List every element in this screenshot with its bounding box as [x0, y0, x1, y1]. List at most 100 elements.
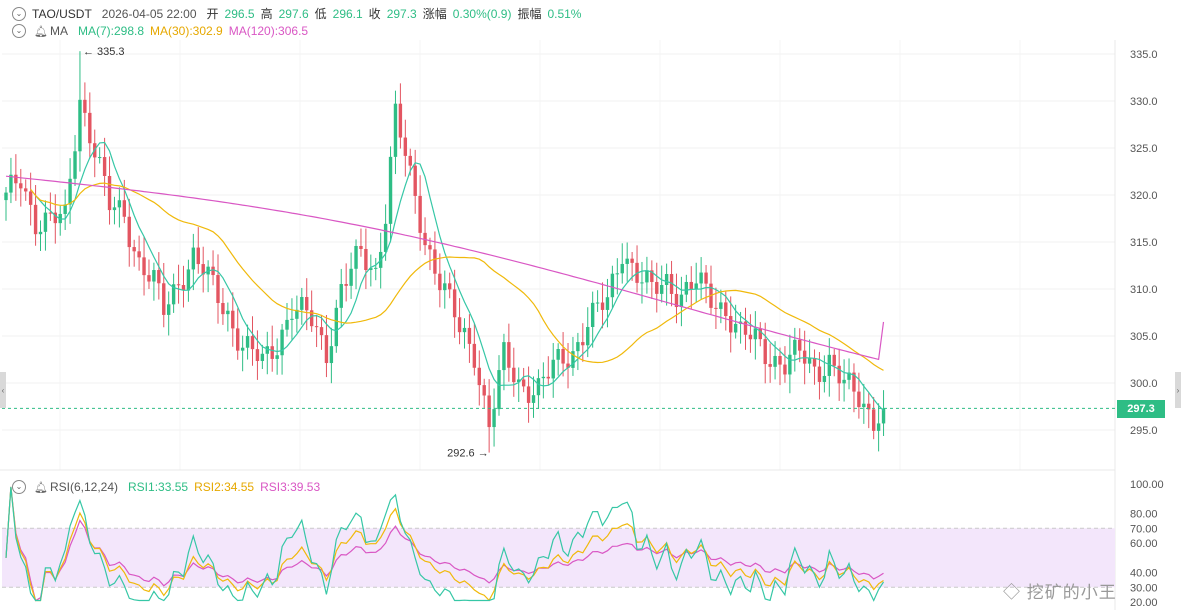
candle-body: [536, 378, 541, 396]
candle-body: [117, 200, 122, 208]
candle-body: [743, 321, 748, 335]
candle-body: [561, 349, 565, 364]
candle-body: [28, 191, 33, 205]
candle-body: [551, 359, 555, 379]
candle-body: [14, 174, 18, 184]
candle-body: [862, 403, 866, 408]
candle-body: [265, 346, 269, 354]
candlestick-series: [4, 51, 886, 453]
candle-body: [132, 247, 136, 252]
candle-body: [305, 297, 309, 311]
candle-body: [186, 269, 191, 291]
candle-body: [443, 283, 447, 291]
candle-body: [753, 328, 758, 340]
candle-body: [492, 409, 496, 428]
candle-body: [43, 212, 48, 232]
bell-icon[interactable]: 🔔︎: [34, 481, 48, 494]
candle-body: [275, 355, 279, 359]
candle-body: [714, 307, 718, 309]
price-tick-label: 295.0: [1130, 425, 1158, 437]
candle-body: [171, 284, 176, 305]
bell-icon[interactable]: 🔔︎: [34, 25, 48, 38]
candle-body: [576, 342, 580, 352]
close-value: 297.3: [386, 6, 417, 21]
candle-body: [359, 245, 363, 249]
candle-body: [280, 329, 284, 356]
candle-body: [763, 339, 767, 365]
candle-body: [650, 270, 654, 282]
scroll-right-handle[interactable]: ›: [1175, 372, 1181, 408]
candle-body: [832, 354, 836, 366]
candle-body: [339, 284, 343, 308]
rsi1-line: [5, 486, 885, 602]
extreme-markers: ← 335.3 292.6 →: [83, 46, 489, 459]
price-tick-label: 315.0: [1130, 237, 1158, 249]
candle-body: [571, 351, 575, 368]
candle-body: [729, 316, 733, 333]
candle-body: [290, 318, 294, 320]
candle-body: [152, 270, 156, 282]
candle-body: [457, 317, 462, 333]
candle-body: [630, 258, 634, 263]
candle-body: [482, 385, 486, 396]
candle-body: [324, 335, 329, 364]
candle-body: [344, 284, 348, 286]
candle-body: [260, 353, 265, 361]
candle-body: [758, 328, 762, 340]
candle-body: [497, 370, 501, 410]
symbol-label: TAO/USDT: [32, 6, 92, 21]
candle-body: [689, 281, 693, 290]
candle-body: [231, 310, 235, 329]
candle-body: [300, 297, 304, 310]
watermark-text: 挖矿的小王: [1026, 583, 1117, 602]
ma30-line: [30, 182, 884, 371]
candle-body: [38, 231, 43, 235]
candle-body: [19, 183, 23, 189]
rsi-tick-label: 30.00: [1130, 582, 1158, 594]
candle-body: [166, 304, 171, 315]
candle-body: [452, 289, 457, 318]
candle-body: [137, 251, 141, 258]
candle-body: [590, 302, 595, 328]
ma-label: MA: [49, 24, 68, 38]
candle-body: [314, 326, 319, 328]
open-value: 296.5: [224, 6, 255, 21]
candle-body: [659, 284, 664, 294]
candle-body: [517, 379, 521, 383]
rsi1-legend: RSI1:33.55: [128, 480, 189, 494]
candle-body: [837, 365, 841, 384]
price-tick-label: 300.0: [1130, 378, 1158, 390]
candle-body: [388, 156, 393, 224]
candle-body: [142, 257, 146, 276]
rsi-tick-label: 80.00: [1130, 509, 1158, 521]
candle-body: [679, 294, 684, 308]
candle-body: [334, 307, 339, 347]
candle-body: [319, 327, 324, 336]
candle-body: [181, 285, 186, 291]
candle-body: [600, 302, 605, 310]
chevron-down-icon[interactable]: ⌄: [12, 480, 26, 494]
candle-body: [364, 248, 368, 271]
candle-body: [255, 349, 260, 361]
candle-body: [733, 323, 738, 333]
candle-body: [413, 165, 417, 196]
candle-body: [33, 204, 38, 235]
candle-body: [857, 391, 861, 408]
chevron-down-icon[interactable]: ⌄: [12, 6, 26, 21]
candle-body: [221, 303, 225, 315]
candle-body: [502, 342, 506, 371]
candle-body: [162, 283, 166, 315]
candle-body: [403, 137, 408, 156]
ma7-legend: MA(7):298.8: [77, 24, 144, 38]
rsi2-line: [5, 486, 884, 602]
candle-body: [674, 293, 679, 308]
rsi2-legend: RSI2:34.55: [194, 480, 255, 494]
scroll-left-handle[interactable]: ‹: [0, 372, 6, 408]
candle-body: [793, 339, 797, 355]
candle-body: [309, 310, 314, 327]
chevron-down-icon[interactable]: ⌄: [12, 24, 26, 38]
candle-body: [285, 319, 289, 330]
candle-body: [541, 376, 546, 379]
candle-body: [640, 282, 644, 284]
